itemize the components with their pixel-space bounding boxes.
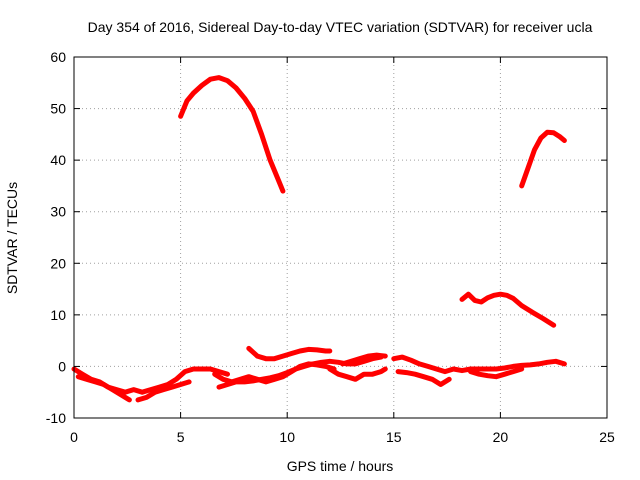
series-low-10 [395, 369, 452, 387]
series-arc-high-1 [178, 75, 286, 194]
series-arc-high-2 [519, 129, 567, 189]
y-tick-label: 40 [50, 152, 66, 168]
chart-title: Day 354 of 2016, Sidereal Day-to-day VTE… [88, 19, 593, 35]
x-tick-label: 25 [599, 429, 615, 445]
x-tick-label: 0 [70, 429, 78, 445]
y-tick-label: 10 [50, 307, 66, 323]
series-low-3 [135, 379, 192, 403]
series-low-8 [340, 352, 388, 367]
x-axis-label: GPS time / hours [287, 458, 394, 474]
y-tick-label: 30 [50, 204, 66, 220]
series-low-6 [246, 345, 333, 362]
plot-frame [73, 56, 608, 419]
x-tick-label: 5 [177, 429, 185, 445]
series-low-9 [391, 354, 567, 375]
series-low-11 [468, 366, 525, 380]
y-tick-label: 0 [58, 358, 66, 374]
series-low-5 [216, 354, 384, 390]
x-tick-label: 15 [386, 429, 402, 445]
x-tick-label: 10 [279, 429, 295, 445]
series-low-7 [327, 366, 388, 382]
y-tick-label: 60 [50, 49, 66, 65]
x-tick-label: 20 [493, 429, 509, 445]
series-arc-mid [459, 291, 557, 328]
series-low-2 [75, 374, 132, 403]
y-axis-label: SDTVAR / TECUs [4, 182, 20, 294]
y-tick-label: 50 [50, 101, 66, 117]
series-group [71, 75, 567, 403]
y-tick-label: 20 [50, 255, 66, 271]
y-tick-label: -10 [46, 410, 66, 426]
